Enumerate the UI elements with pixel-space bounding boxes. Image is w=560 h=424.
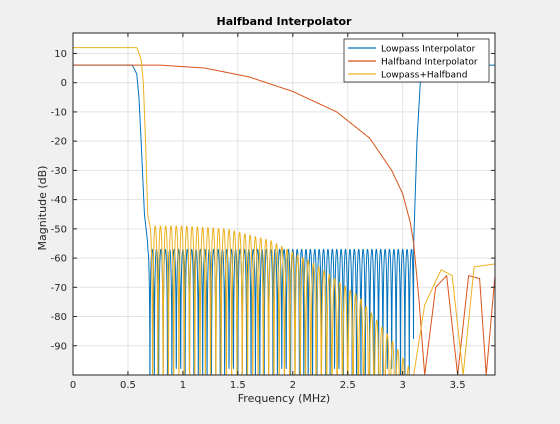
axes: 0 0.5 1 1.5 2 2.5 3 3.5 10 0 -10 -20 -30 -40 -50 -60 -70… <box>51 32 496 391</box>
y-tick-label: -80 <box>51 312 67 323</box>
legend-label: Lowpass+Halfband <box>381 71 467 81</box>
x-tick-label: 0 <box>70 380 76 391</box>
legend-label: Lowpass Interpolator <box>381 45 476 55</box>
axes-box <box>72 32 496 376</box>
y-tick-label: -30 <box>51 166 67 177</box>
y-tick-label: -10 <box>51 107 67 118</box>
y-tick-label: -90 <box>51 341 67 352</box>
x-tick-label: 3 <box>400 380 406 391</box>
x-tick-label: 2.5 <box>340 380 356 391</box>
x-tick-label: 0.5 <box>120 380 136 391</box>
y-tick-label: 0 <box>61 78 67 89</box>
y-tick-label: 10 <box>54 49 67 60</box>
legend: Lowpass Interpolator Halfband Interpolato… <box>343 38 490 83</box>
x-axis-label: Frequency (MHz) <box>238 392 330 405</box>
series-line-2 <box>73 64 495 375</box>
y-axis-label: Magnitude (dB) <box>36 166 49 251</box>
y-tick-label: -20 <box>51 137 67 148</box>
y-tick-label: -60 <box>51 254 67 265</box>
series-line-3 <box>73 47 495 375</box>
y-tick-label: -70 <box>51 283 67 294</box>
y-tick-label: -40 <box>51 195 67 206</box>
x-tick-label: 1.5 <box>230 380 246 391</box>
y-tick-label: -50 <box>51 224 67 235</box>
x-tick-label: 1 <box>180 380 186 391</box>
legend-label: Halfband Interpolator <box>381 58 478 68</box>
x-tick-label: 3.5 <box>450 380 466 391</box>
x-tick-label: 2 <box>290 380 296 391</box>
chart-title: Halfband Interpolator <box>217 15 353 28</box>
